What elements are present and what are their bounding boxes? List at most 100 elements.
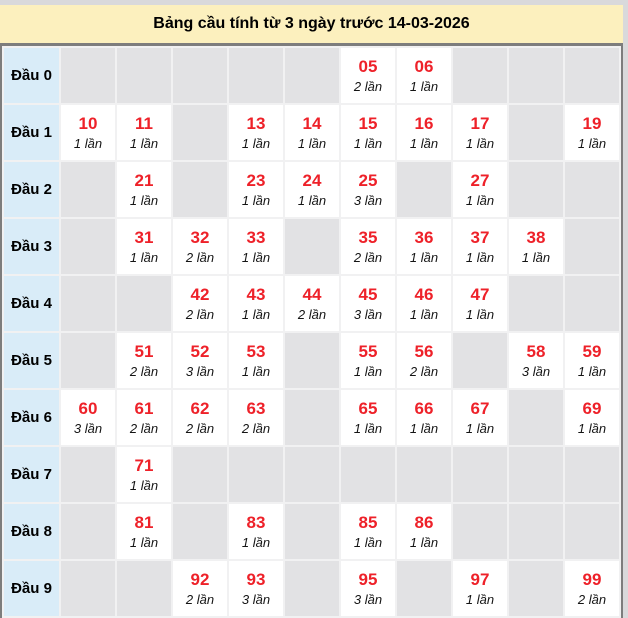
number-count: 2 lần [353,249,383,265]
empty-cell [283,217,341,276]
number-value: 93 [246,569,266,589]
empty-cell [283,388,341,447]
number-cell: 10 1 lần [59,103,117,162]
number-value: 42 [190,284,210,304]
number-cell: 53 1 lần [227,331,285,390]
empty-cell [507,103,565,162]
empty-cell [339,445,397,504]
empty-cell [563,274,621,333]
number-value: 38 [526,227,546,247]
empty-cell [115,46,173,105]
empty-cell [507,445,565,504]
number-count: 1 lần [129,249,159,265]
cau-table-body: Đầu 0 05 2 lần 06 1 lần Đầu 1 10 1 lần 11 1 lần 13… [2,46,621,618]
number-value: 66 [414,398,434,418]
number-value: 13 [246,113,266,133]
number-count: 1 lần [353,135,383,151]
number-cell: 58 3 lần [507,331,565,390]
number-value: 19 [582,113,602,133]
number-value: 47 [470,284,490,304]
empty-cell [59,46,117,105]
number-count: 1 lần [577,363,607,379]
number-cell: 69 1 lần [563,388,621,447]
number-count: 1 lần [73,135,103,151]
number-cell: 15 1 lần [339,103,397,162]
page-top-margin [0,0,628,5]
empty-cell [451,502,509,561]
empty-cell [507,274,565,333]
number-count: 1 lần [409,78,439,94]
table-row: Đầu 2 21 1 lần 23 1 lần 24 1 lần 25 3 lần 27 1 lần [2,160,621,219]
number-cell: 14 1 lần [283,103,341,162]
number-cell: 11 1 lần [115,103,173,162]
empty-cell [563,46,621,105]
number-count: 2 lần [297,306,327,322]
number-cell: 25 3 lần [339,160,397,219]
number-count: 2 lần [185,249,215,265]
empty-cell [171,46,229,105]
number-count: 1 lần [241,534,271,550]
empty-cell [563,502,621,561]
number-cell: 27 1 lần [451,160,509,219]
empty-cell [507,160,565,219]
empty-cell [171,445,229,504]
number-count: 1 lần [465,306,495,322]
number-value: 21 [134,170,154,190]
number-count: 3 lần [73,420,103,436]
empty-cell [451,46,509,105]
number-count: 1 lần [409,306,439,322]
number-value: 99 [582,569,602,589]
number-count: 1 lần [409,420,439,436]
number-value: 86 [414,512,434,532]
table-row: Đầu 4 42 2 lần 43 1 lần 44 2 lần 45 3 lần 46 1 lần… [2,274,621,333]
empty-cell [563,160,621,219]
number-value: 61 [134,398,154,418]
number-count: 3 lần [353,192,383,208]
number-count: 3 lần [241,591,271,607]
number-cell: 45 3 lần [339,274,397,333]
number-value: 51 [134,341,154,361]
number-value: 58 [526,341,546,361]
row-label: Đầu 0 [2,46,61,105]
number-cell: 93 3 lần [227,559,285,618]
empty-cell [115,559,173,618]
number-cell: 23 1 lần [227,160,285,219]
number-count: 2 lần [185,420,215,436]
number-value: 27 [470,170,490,190]
number-count: 1 lần [409,135,439,151]
number-cell: 31 1 lần [115,217,173,276]
empty-cell [59,274,117,333]
row-label: Đầu 9 [2,559,61,618]
number-cell: 47 1 lần [451,274,509,333]
table-row: Đầu 8 81 1 lần 83 1 lần 85 1 lần 86 1 lần [2,502,621,561]
empty-cell [227,445,285,504]
number-cell: 81 1 lần [115,502,173,561]
number-value: 63 [246,398,266,418]
lottery-bridge-panel: Bảng cầu tính từ 3 ngày trước 14-03-2026… [0,5,623,618]
number-count: 1 lần [465,420,495,436]
number-value: 95 [358,569,378,589]
number-cell: 33 1 lần [227,217,285,276]
number-count: 1 lần [577,135,607,151]
empty-cell [59,160,117,219]
empty-cell [283,445,341,504]
number-cell: 55 1 lần [339,331,397,390]
number-cell: 97 1 lần [451,559,509,618]
number-value: 71 [134,455,154,475]
number-cell: 83 1 lần [227,502,285,561]
number-count: 1 lần [465,591,495,607]
empty-cell [59,559,117,618]
empty-cell [283,331,341,390]
number-value: 31 [134,227,154,247]
number-cell: 06 1 lần [395,46,453,105]
table-row: Đầu 1 10 1 lần 11 1 lần 13 1 lần 14 1 lần 15 1 lần… [2,103,621,162]
number-cell: 35 2 lần [339,217,397,276]
number-value: 67 [470,398,490,418]
number-value: 11 [135,113,153,133]
number-cell: 71 1 lần [115,445,173,504]
number-cell: 59 1 lần [563,331,621,390]
number-count: 2 lần [577,591,607,607]
number-value: 06 [414,56,434,76]
number-value: 83 [246,512,266,532]
number-count: 1 lần [297,192,327,208]
